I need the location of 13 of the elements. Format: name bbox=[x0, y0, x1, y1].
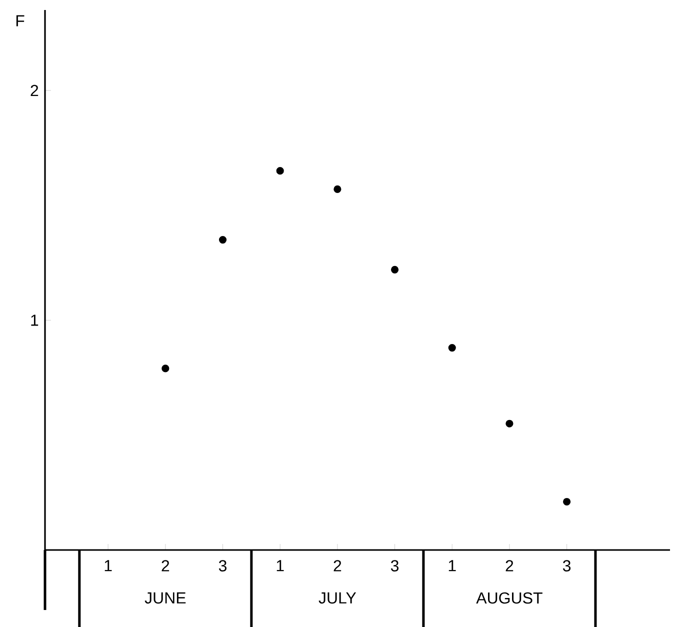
text: JUNE bbox=[144, 592, 186, 604]
x-tick-label: 1 bbox=[448, 560, 456, 572]
text: JULY bbox=[318, 592, 356, 604]
x-tick-label: 1 bbox=[104, 560, 112, 572]
x-tick-label: 3 bbox=[218, 560, 226, 572]
x-tick-label: 3 bbox=[390, 560, 399, 572]
x-tick-label: 2 bbox=[334, 560, 342, 572]
x-tick-label: 2 bbox=[506, 560, 514, 572]
x-tick-label: 1 bbox=[276, 560, 284, 572]
x-tick-label: 3 bbox=[562, 560, 571, 572]
x-tick-label: 2 bbox=[162, 560, 170, 572]
text: AUGUST bbox=[476, 592, 542, 604]
y-axis-title: F bbox=[16, 15, 24, 26]
